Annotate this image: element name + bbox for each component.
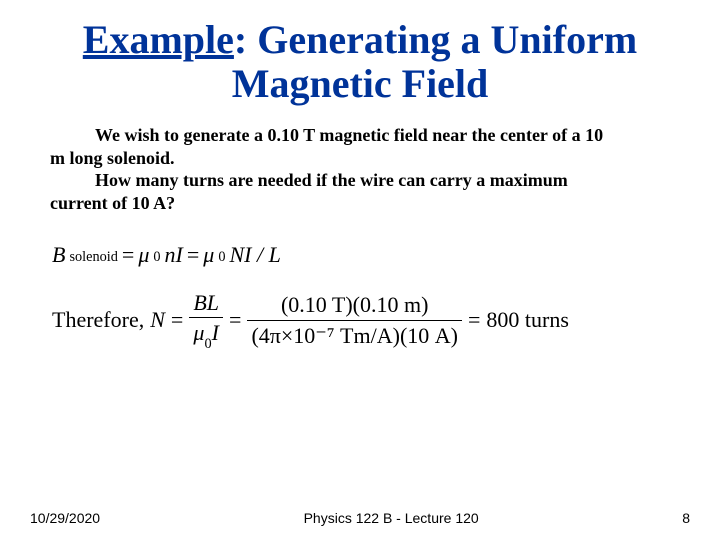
footer-date: 10/29/2020 <box>30 510 100 526</box>
eq1-mu-sub: 0 <box>153 249 160 266</box>
title-underlined: Example <box>83 17 234 62</box>
eq2-equals1: = <box>171 307 183 333</box>
eq2-frac1: BL μ0I <box>189 290 223 350</box>
equation-2: Therefore, N = BL μ0I = (0.10 T)(0.10 m)… <box>52 290 690 350</box>
equation-1: Bsolenoid = μ0 nI = μ0 NI / L <box>52 242 690 268</box>
para2-line2: current of 10 A? <box>50 192 670 215</box>
eq1-mu2: μ <box>203 242 214 268</box>
eq1-equals2: = <box>187 242 199 268</box>
footer-page: 8 <box>682 510 690 526</box>
eq2-N: N <box>150 307 165 333</box>
eq2-frac2-den: (4π×10⁻⁷ Tm/A)(10 A) <box>247 320 462 348</box>
slide-title: Example: Generating a Uniform Magnetic F… <box>30 18 690 106</box>
eq2-equals2: = <box>229 307 241 333</box>
para2-line1: How many turns are needed if the wire ca… <box>50 169 670 192</box>
para1-line1: We wish to generate a 0.10 T magnetic fi… <box>50 124 670 147</box>
title-rest: : Generating a Uniform Magnetic Field <box>232 17 638 106</box>
eq1-NIL: NI / L <box>229 242 280 268</box>
para1-line2: m long solenoid. <box>50 147 670 170</box>
slide-footer: 10/29/2020 Physics 122 B - Lecture 120 8 <box>0 510 720 526</box>
eq2-frac2-num: (0.10 T)(0.10 m) <box>277 292 432 319</box>
eq2-frac1-den-mu-sub: 0 <box>204 336 211 352</box>
eq2-frac1-den-I: I <box>212 320 219 345</box>
eq2-equals3: = <box>468 307 480 333</box>
equations-block: Bsolenoid = μ0 nI = μ0 NI / L Therefore,… <box>52 242 690 350</box>
eq2-frac1-num: BL <box>189 290 223 317</box>
eq1-B: B <box>52 242 65 268</box>
eq2-result: 800 turns <box>486 307 569 333</box>
eq1-mu2-sub: 0 <box>218 249 225 266</box>
eq2-frac1-den-mu: μ <box>193 320 204 345</box>
problem-statement: We wish to generate a 0.10 T magnetic fi… <box>50 124 670 214</box>
eq2-lead: Therefore, <box>52 307 144 333</box>
eq1-B-sub: solenoid <box>69 249 117 266</box>
eq2-frac2: (0.10 T)(0.10 m) (4π×10⁻⁷ Tm/A)(10 A) <box>247 292 462 348</box>
footer-center: Physics 122 B - Lecture 120 <box>304 510 479 526</box>
eq1-mu: μ <box>138 242 149 268</box>
eq1-equals1: = <box>122 242 134 268</box>
eq2-frac1-den: μ0I <box>189 317 223 350</box>
eq1-nI: nI <box>165 242 183 268</box>
